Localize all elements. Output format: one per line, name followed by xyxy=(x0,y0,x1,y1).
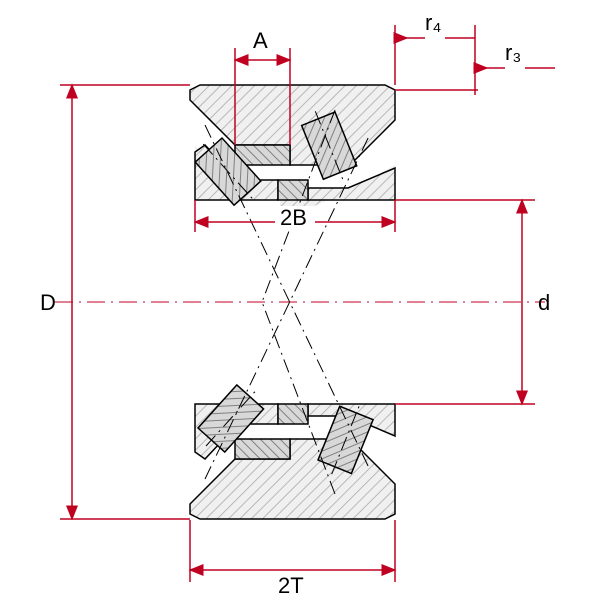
bearing-diagram: D d 2T A 2B r₄ r₃ xyxy=(0,0,600,600)
label-D: D xyxy=(40,290,56,315)
label-r4: r₄ xyxy=(425,10,441,35)
label-A: A xyxy=(253,28,268,53)
dim-r4: r₄ xyxy=(395,10,475,85)
label-d: d xyxy=(538,290,550,315)
label-2B: 2B xyxy=(280,205,307,230)
outer-ring-bottom xyxy=(190,439,395,519)
dim-r3: r₃ xyxy=(395,25,555,95)
dim-2T: 2T xyxy=(190,520,395,598)
dim-2B: 2B xyxy=(195,200,395,232)
label-2T: 2T xyxy=(278,573,304,598)
outer-spacer-bottom xyxy=(235,439,290,459)
label-r3: r₃ xyxy=(505,40,521,65)
